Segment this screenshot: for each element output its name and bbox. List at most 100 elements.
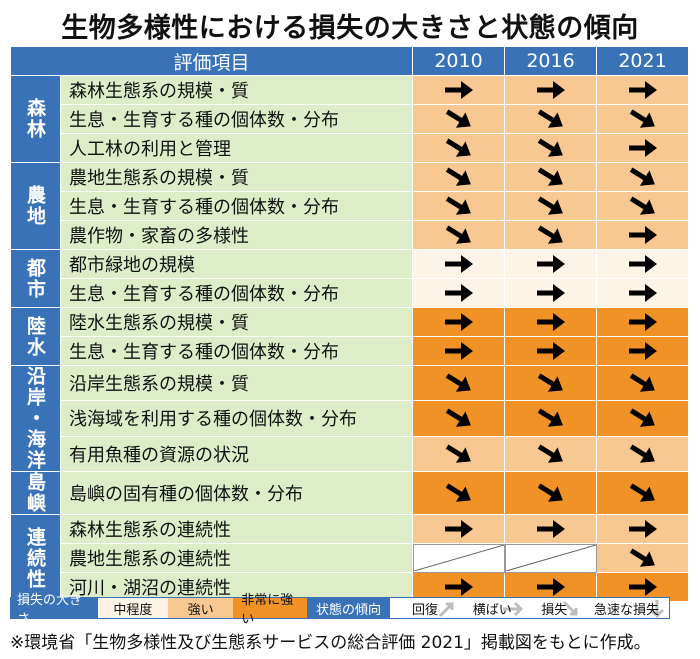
table-row: 農地生態系の連続性 [11, 543, 689, 573]
trend-cell [504, 75, 597, 105]
arrow-down-right-icon [629, 483, 655, 502]
item-label: 生息・生育する種の個体数・分布 [60, 104, 413, 134]
arrow-down-right-icon [537, 225, 563, 244]
table-row: 生息・生育する種の個体数・分布 [11, 191, 689, 221]
trend-cell [596, 336, 689, 366]
arrow-right-icon [628, 578, 657, 596]
trend-cell [412, 364, 505, 402]
trend-cell [412, 133, 505, 163]
item-label: 森林生態系の連続性 [60, 514, 413, 544]
item-label: 陸水生態系の規模・質 [60, 307, 413, 337]
trend-cell [596, 364, 689, 402]
header-year-2010: 2010 [412, 46, 505, 76]
trend-cell [596, 471, 689, 515]
legend-trend-flat-label: 横ばい [472, 602, 512, 618]
trend-cell [504, 278, 597, 308]
legend: 損失の大きさ 中程度 強い 非常に強い 状態の傾向 回復 横ばい 損失 急速な損… [10, 593, 670, 627]
trend-cell [596, 162, 689, 192]
item-label: 森林生態系の規模・質 [60, 75, 413, 105]
arrow-right-icon [628, 342, 657, 360]
trend-cell [596, 278, 689, 308]
trend-cell [504, 249, 597, 279]
arrow-down-right-icon [537, 373, 563, 392]
table-row: 有用魚種の資源の状況 [11, 435, 689, 473]
arrow-down-right-icon [537, 483, 563, 502]
trend-cell [596, 307, 689, 337]
table-row: 生息・生育する種の個体数・分布 [11, 278, 689, 308]
trend-cell [504, 400, 597, 437]
header-year-2016: 2016 [504, 46, 597, 76]
item-label: 有用魚種の資源の状況 [60, 435, 413, 473]
trend-cell [504, 191, 597, 221]
arrow-right-icon [628, 520, 657, 538]
trend-cell [412, 75, 505, 105]
table-row: 連続性 森林生態系の連続性 [10, 514, 689, 602]
category-label-text: 森林 [24, 98, 46, 140]
arrow-down-right-icon [445, 225, 471, 244]
table-row: 森林 森林生態系の規模・質 [10, 75, 689, 163]
trend-cell [504, 133, 597, 163]
table-row: 農地 農地生態系の規模・質 [10, 162, 689, 250]
arrow-down-right-icon [537, 408, 563, 428]
table-row: 沿岸・海洋 沿岸生態系の規模・質 [10, 364, 689, 472]
arrow-right-icon [536, 342, 565, 360]
trend-cell [504, 471, 597, 515]
arrow-down-right-icon [445, 373, 471, 392]
trend-cell-no-data [504, 543, 597, 573]
category-label-text: 都市 [24, 257, 46, 300]
item-label: 農地生態系の連続性 [60, 543, 413, 573]
trend-cell [596, 220, 689, 250]
category-label: 陸水 [10, 307, 61, 366]
trend-cell [596, 133, 689, 163]
arrow-right-icon [536, 284, 565, 302]
trend-cell [504, 220, 597, 250]
trend-cell [596, 400, 689, 437]
trend-cell [504, 514, 597, 544]
arrow-right-icon [444, 284, 473, 302]
arrow-right-icon [628, 284, 657, 302]
arrow-down-right-icon [537, 444, 563, 463]
arrow-down-right-icon [629, 444, 655, 463]
table-row: 都市 都市緑地の規模 [10, 249, 689, 308]
arrow-down-right-icon [629, 373, 655, 392]
header-year-2021: 2021 [596, 46, 689, 76]
item-label: 浅海域を利用する種の個体数・分布 [60, 400, 413, 437]
legend-trend-rapid-loss: 急速な損失 [584, 598, 669, 619]
arrow-down-right-icon [629, 109, 655, 128]
legend-trend-rapid-loss-label: 急速な損失 [594, 602, 660, 618]
trend-cell [504, 364, 597, 402]
category-label-text: 連続性 [24, 526, 46, 590]
item-label: 農作物・家畜の多様性 [60, 220, 413, 250]
assessment-table: 評価項目 2010 2016 2021 森林 森林生態系の規模・質 生息・生育する種… [10, 46, 689, 602]
arrow-down-right-icon [629, 408, 655, 428]
arrow-right-icon [444, 255, 473, 273]
table-row: 生息・生育する種の個体数・分布 [11, 104, 689, 134]
category-label: 沿岸・海洋 [10, 365, 61, 472]
arrow-right-icon [628, 255, 657, 273]
category-label-text: 陸水 [24, 315, 46, 358]
arrow-down-right-icon [562, 600, 578, 616]
arrow-right-icon [536, 313, 565, 331]
footnote: ※環境省「生物多様性及び生態系サービスの総合評価 2021」掲載図をもとに作成。 [10, 633, 651, 653]
trend-cell [412, 191, 505, 221]
item-label: 生息・生育する種の個体数・分布 [60, 336, 413, 366]
trend-cell [412, 435, 505, 473]
item-label: 農地生態系の規模・質 [60, 162, 413, 192]
trend-cell [412, 336, 505, 366]
header-item-label: 評価項目 [10, 46, 413, 76]
arrow-down-right-icon [445, 444, 471, 463]
trend-cell [504, 104, 597, 134]
category-label: 島嶼 [10, 471, 61, 515]
legend-trend-recovery-label: 回復 [412, 602, 439, 618]
trend-cell [412, 162, 505, 192]
arrow-right-icon [536, 520, 565, 538]
trend-cell [412, 278, 505, 308]
trend-cell [596, 543, 689, 573]
trend-cell [412, 307, 505, 337]
trend-cell [412, 400, 505, 437]
trend-cell [596, 435, 689, 473]
page-title: 生物多様性における損失の大きさと状態の傾向 [61, 13, 639, 44]
arrow-down-right-icon [629, 196, 655, 215]
arrow-right-icon [536, 255, 565, 273]
item-label: 生息・生育する種の個体数・分布 [60, 191, 413, 221]
